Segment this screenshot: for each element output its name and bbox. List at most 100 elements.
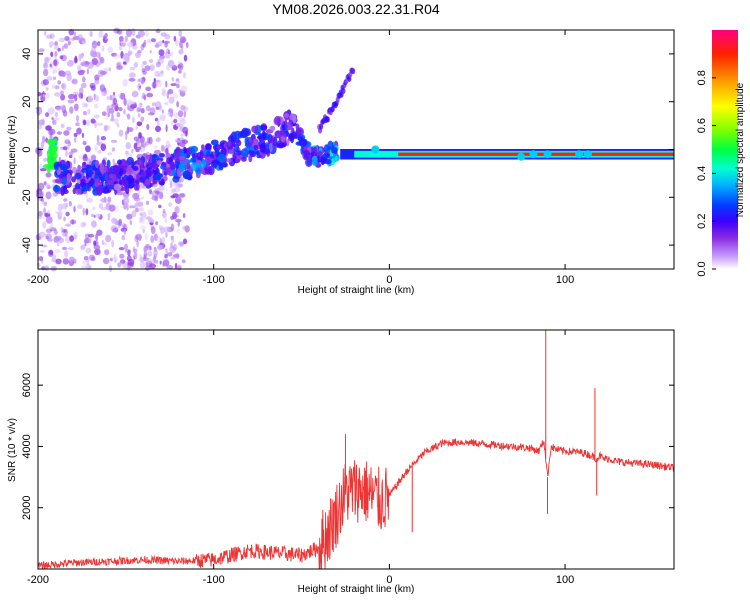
- trace-blob: [241, 127, 250, 138]
- noise-blob: [153, 145, 158, 149]
- noise-blob: [93, 93, 96, 100]
- noise-blob: [175, 39, 179, 47]
- noise-blob: [76, 127, 82, 135]
- noise-blob: [181, 139, 188, 144]
- trace-blob: [71, 176, 77, 183]
- noise-blob: [123, 228, 127, 235]
- noise-blob: [87, 258, 90, 266]
- trace-blob: [156, 160, 163, 165]
- noise-blob: [151, 190, 158, 198]
- noise-blob: [45, 92, 50, 99]
- noise-blob: [39, 231, 46, 238]
- trace-blob: [171, 169, 177, 176]
- noise-blob: [159, 260, 162, 265]
- noise-blob: [180, 85, 188, 93]
- noise-blob: [45, 125, 52, 131]
- trace-blob: [215, 148, 220, 155]
- noise-blob: [185, 41, 189, 49]
- noise-blob: [109, 118, 115, 122]
- noise-blob: [56, 131, 63, 135]
- noise-blob: [159, 58, 164, 64]
- noise-blob: [91, 220, 97, 228]
- noise-blob: [157, 73, 164, 77]
- noise-blob: [133, 142, 138, 150]
- noise-blob: [162, 209, 166, 213]
- snr-marks: [37, 330, 675, 570]
- trace-blob: [126, 174, 134, 184]
- noise-blob: [49, 61, 54, 70]
- noise-blob: [46, 226, 53, 230]
- noise-blob: [71, 219, 74, 225]
- band-node: [371, 145, 380, 154]
- trace-blob: [42, 164, 51, 169]
- noise-blob: [113, 27, 120, 34]
- noise-blob: [155, 125, 161, 133]
- noise-blob: [149, 107, 156, 115]
- noise-blob: [158, 40, 163, 47]
- noise-blob: [126, 213, 133, 220]
- trace-blob: [97, 184, 103, 195]
- noise-blob: [45, 172, 52, 178]
- noise-blob: [41, 265, 45, 271]
- noise-blob: [107, 111, 110, 118]
- noise-blob: [123, 98, 127, 106]
- noise-blob: [62, 146, 68, 151]
- trace-blob: [244, 136, 250, 146]
- noise-blob: [136, 146, 142, 150]
- noise-blob: [168, 96, 175, 104]
- noise-blob: [153, 149, 161, 155]
- noise-blob: [136, 121, 143, 127]
- noise-blob: [141, 68, 146, 73]
- noise-blob: [71, 78, 78, 85]
- band-node: [543, 150, 552, 159]
- trace-blob: [307, 158, 311, 166]
- noise-blob: [38, 48, 45, 53]
- noise-blob: [44, 265, 50, 272]
- noise-blob: [53, 45, 60, 51]
- trace-blob: [256, 154, 262, 159]
- noise-blob: [155, 42, 159, 47]
- colorbar-label: Normalized spectral amplitude: [735, 82, 746, 217]
- noise-blob: [167, 112, 171, 116]
- trace-blob: [261, 130, 266, 141]
- noise-blob: [80, 62, 85, 67]
- trace-blob: [300, 146, 304, 155]
- noise-blob: [119, 40, 122, 46]
- noise-blob: [100, 70, 107, 75]
- noise-blob: [90, 118, 96, 124]
- y-tick-label: 2000: [21, 495, 33, 519]
- trace-blob: [66, 172, 71, 183]
- x-tick-label: -200: [27, 274, 49, 286]
- trace-blob: [190, 157, 195, 163]
- noise-blob: [142, 70, 147, 75]
- noise-blob: [132, 255, 136, 261]
- noise-blob: [84, 241, 87, 247]
- noise-blob: [98, 203, 103, 209]
- noise-blob: [113, 53, 121, 60]
- noise-blob: [48, 41, 55, 47]
- noise-blob: [39, 250, 45, 253]
- noise-blob: [60, 226, 63, 232]
- trace-blob: [178, 155, 186, 161]
- noise-blob: [52, 76, 57, 81]
- noise-blob: [127, 50, 131, 57]
- noise-blob: [82, 155, 88, 162]
- noise-blob: [54, 41, 58, 46]
- noise-blob: [140, 206, 145, 212]
- noise-blob: [139, 253, 142, 260]
- noise-blob: [49, 33, 55, 39]
- trace-blob: [144, 179, 151, 186]
- snr-y-axis-label: SNR (10 * v/v): [7, 418, 18, 482]
- noise-blob: [45, 228, 53, 233]
- noise-blob: [45, 112, 50, 118]
- trace-blob: [274, 115, 281, 126]
- noise-blob: [179, 192, 186, 198]
- noise-blob: [116, 29, 123, 35]
- noise-blob: [140, 116, 145, 122]
- noise-blob: [124, 55, 131, 64]
- noise-blob: [111, 52, 118, 57]
- noise-blob: [177, 60, 181, 66]
- noise-blob: [120, 39, 126, 48]
- noise-blob: [65, 223, 72, 227]
